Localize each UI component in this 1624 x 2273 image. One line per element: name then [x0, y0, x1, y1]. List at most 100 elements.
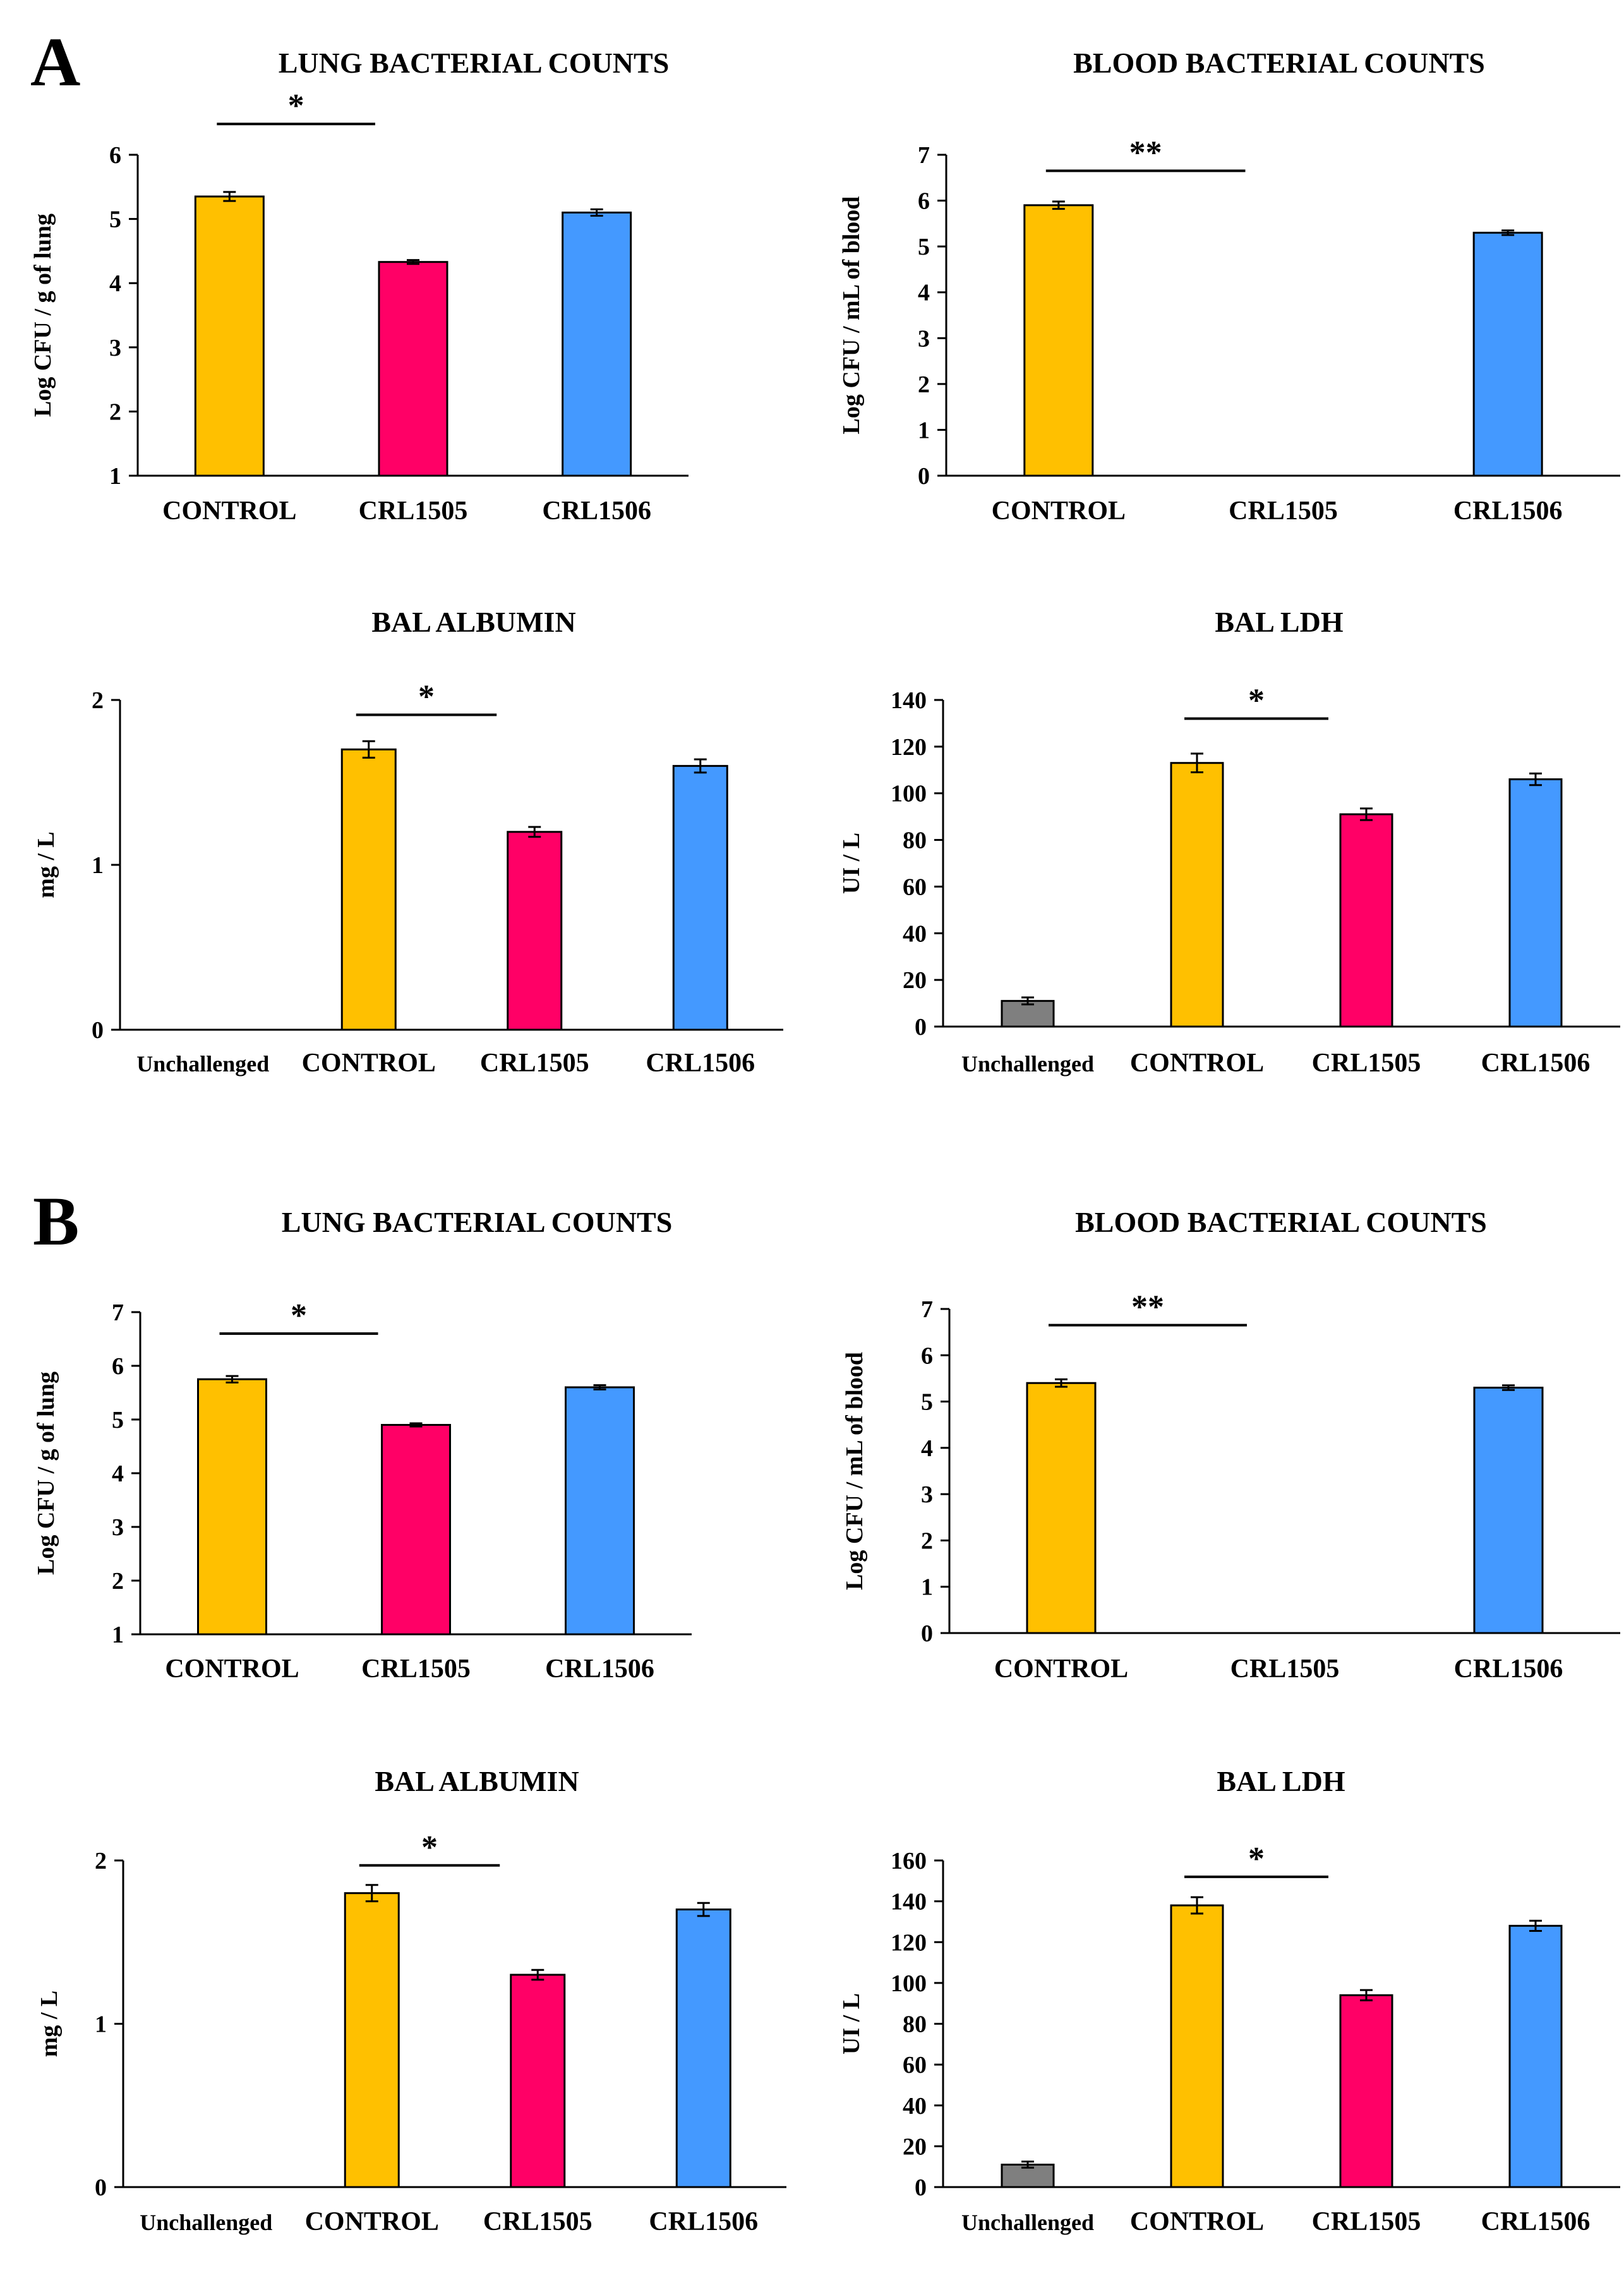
- y-tick-label: 140: [891, 687, 927, 714]
- y-tick-label: 5: [112, 1407, 124, 1433]
- bar-crl1505: [381, 1424, 451, 1636]
- error-bar: [1021, 996, 1034, 1006]
- y-tick-label: 1: [95, 2011, 107, 2038]
- category-label: CONTROL: [302, 1049, 436, 1078]
- bar-control: [194, 195, 265, 477]
- category-label: Unchallenged: [961, 1051, 1094, 1076]
- bar-crl1506: [562, 211, 632, 477]
- error-bar: [528, 826, 541, 838]
- category-label: CRL1506: [1481, 2207, 1591, 2236]
- y-axis-label: Log CFU / g of lung: [33, 1372, 59, 1575]
- chart-title: LUNG BACTERIAL COUNTS: [279, 47, 670, 79]
- y-tick-label: 3: [112, 1514, 124, 1541]
- category-label: CRL1506: [1453, 497, 1563, 526]
- y-axis-label: Log CFU / g of lung: [30, 214, 56, 417]
- y-tick-label: 6: [109, 142, 121, 169]
- error-bar: [407, 259, 419, 265]
- y-tick-label: 4: [921, 1435, 933, 1462]
- error-bar: [1055, 1378, 1068, 1388]
- y-tick-label: 2: [921, 1528, 933, 1554]
- chart-1: LUNG BACTERIAL COUNTS Log CFU / g of lung…: [30, 47, 689, 526]
- y-tick-label: 3: [918, 325, 930, 352]
- significance-marker: *: [288, 88, 304, 124]
- y-tick-label: 40: [903, 2093, 927, 2119]
- y-axis-label: mg / L: [36, 1991, 63, 2058]
- y-tick-label: 0: [921, 1620, 933, 1647]
- chart-5: LUNG BACTERIAL COUNTS Log CFU / g of lung…: [33, 1206, 692, 1684]
- y-tick-label: 7: [921, 1296, 933, 1323]
- bar-crl1506: [675, 1908, 731, 2188]
- error-bar: [1529, 772, 1542, 787]
- category-label: CONTROL: [992, 497, 1126, 526]
- y-tick-label: 2: [918, 371, 930, 398]
- error-bar: [531, 1969, 544, 1981]
- error-bar: [1191, 752, 1203, 773]
- y-tick-label: 7: [112, 1299, 124, 1326]
- category-label: CRL1505: [359, 497, 468, 526]
- y-tick-label: 1: [918, 417, 930, 443]
- category-label: Unchallenged: [136, 1051, 269, 1076]
- category-label: CRL1506: [542, 497, 651, 526]
- error-bar: [593, 1384, 606, 1390]
- y-tick-label: 2: [112, 1568, 124, 1595]
- chart-8: BAL LDH UI / L 0 20 40 60 80 100 120 140 160 Unchal…: [838, 1765, 1620, 2236]
- y-axis-label: UI / L: [838, 1993, 865, 2054]
- category-label: CONTROL: [162, 497, 296, 526]
- bar-control: [1170, 762, 1224, 1028]
- category-label: CONTROL: [994, 1655, 1128, 1684]
- category-label: CRL1505: [480, 1049, 589, 1078]
- y-tick-label: 1: [112, 1622, 124, 1648]
- significance-marker: *: [421, 1830, 438, 1866]
- bar-crl1505: [507, 831, 563, 1031]
- bar-control: [1170, 1904, 1224, 2188]
- error-bar: [1191, 1896, 1203, 1915]
- category-label: CRL1505: [1230, 1655, 1340, 1684]
- y-axis-label: Log CFU / mL of blood: [841, 1352, 868, 1590]
- y-tick-label: 6: [921, 1342, 933, 1369]
- chart-title: BAL ALBUMIN: [371, 606, 575, 638]
- y-axis-label: Log CFU / mL of blood: [838, 196, 865, 435]
- error-bar: [1052, 200, 1065, 210]
- y-tick-label: 20: [903, 2133, 927, 2160]
- significance-marker: *: [291, 1298, 307, 1334]
- y-tick-label: 0: [915, 2174, 927, 2201]
- y-tick-label: 140: [891, 1889, 927, 1915]
- y-tick-label: 0: [95, 2174, 107, 2201]
- y-tick-label: 2: [92, 687, 104, 714]
- bar-crl1506: [1508, 778, 1563, 1028]
- y-tick-label: 1: [92, 852, 104, 879]
- category-label: CONTROL: [1130, 1049, 1264, 1078]
- y-tick-label: 0: [92, 1017, 104, 1044]
- y-tick-label: 60: [903, 2052, 927, 2078]
- bar-crl1505: [1339, 813, 1393, 1028]
- category-label: CONTROL: [305, 2207, 439, 2236]
- error-bar: [697, 1902, 710, 1917]
- bar-crl1506: [1473, 1387, 1544, 1634]
- bar-crl1506: [1508, 1924, 1563, 2188]
- category-label: CRL1505: [361, 1655, 471, 1684]
- error-bar: [1529, 1919, 1542, 1932]
- category-label: CRL1505: [1312, 1049, 1421, 1078]
- bar-crl1506: [565, 1386, 635, 1636]
- category-label: CRL1506: [1481, 1049, 1591, 1078]
- bar-control: [197, 1378, 267, 1636]
- y-tick-label: 5: [918, 234, 930, 260]
- y-tick-label: 3: [921, 1481, 933, 1508]
- error-bar: [409, 1422, 423, 1428]
- chart-4: BAL LDH UI / L 0 20 40 60 80 100 120 140 Unchallen…: [838, 606, 1620, 1078]
- significance-marker: **: [1129, 135, 1162, 171]
- error-bar: [1360, 807, 1373, 821]
- y-tick-label: 120: [891, 1929, 927, 1956]
- category-label: CRL1505: [1312, 2207, 1421, 2236]
- category-label: CRL1506: [646, 1049, 755, 1078]
- bar-control: [340, 748, 397, 1031]
- y-tick-label: 5: [921, 1389, 933, 1416]
- error-bar: [1502, 1384, 1515, 1391]
- chart-title: BAL ALBUMIN: [375, 1765, 579, 1797]
- panel-label-a: A: [30, 23, 80, 100]
- error-bar: [362, 740, 375, 759]
- category-label: CRL1505: [1229, 497, 1338, 526]
- error-bar: [223, 191, 236, 202]
- y-tick-label: 2: [95, 1848, 107, 1874]
